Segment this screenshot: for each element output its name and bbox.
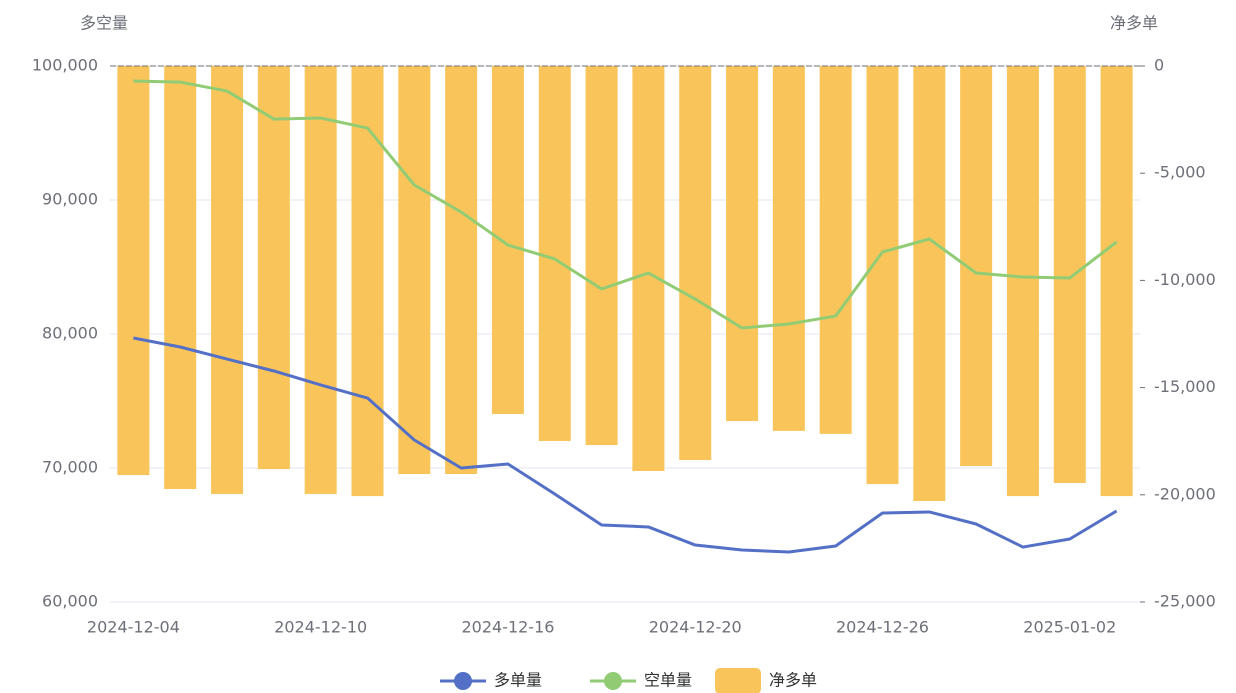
y-tick-label: 100,000 bbox=[32, 56, 98, 75]
y2-tick-label: -15,000 bbox=[1154, 377, 1216, 396]
y2-tick-label: -25,000 bbox=[1154, 592, 1216, 611]
y-tick-label: 80,000 bbox=[42, 324, 98, 343]
y-axis-title: 多空量 bbox=[80, 14, 128, 33]
y2-tick-label: 0 bbox=[1154, 56, 1164, 75]
x-tick-label: 2024-12-04 bbox=[87, 618, 180, 637]
bar bbox=[1006, 66, 1039, 497]
bar bbox=[117, 66, 150, 476]
bar bbox=[304, 66, 337, 494]
bar bbox=[913, 66, 946, 502]
bar bbox=[164, 66, 197, 490]
x-tick-label: 2024-12-26 bbox=[836, 618, 929, 637]
line bbox=[133, 79, 1118, 330]
y-tick-label: 70,000 bbox=[42, 458, 98, 477]
y2-tick-label: -20,000 bbox=[1154, 484, 1216, 503]
x-tick-label: 2024-12-20 bbox=[649, 618, 742, 637]
bar bbox=[351, 66, 384, 497]
bar bbox=[1100, 66, 1133, 497]
bar bbox=[211, 66, 244, 494]
legend-swatch bbox=[454, 672, 472, 690]
legend-label: 空单量 bbox=[644, 671, 692, 690]
legend-swatch bbox=[604, 672, 622, 690]
bar bbox=[1053, 66, 1086, 484]
bar bbox=[866, 66, 899, 485]
line bbox=[133, 336, 1118, 554]
y2-tick-label: -5,000 bbox=[1154, 163, 1206, 182]
bar bbox=[398, 66, 431, 475]
bar bbox=[772, 66, 805, 431]
bar bbox=[491, 66, 524, 414]
x-tick-label: 2025-01-02 bbox=[1023, 618, 1116, 637]
bar bbox=[538, 66, 571, 441]
y2-tick-label: -10,000 bbox=[1154, 270, 1216, 289]
legend-swatch bbox=[715, 668, 761, 693]
bar bbox=[819, 66, 852, 434]
bar bbox=[585, 66, 618, 446]
bar bbox=[257, 66, 290, 470]
bar bbox=[632, 66, 665, 472]
y-tick-label: 60,000 bbox=[42, 592, 98, 611]
x-tick-label: 2024-12-16 bbox=[461, 618, 554, 637]
x-tick-label: 2024-12-10 bbox=[274, 618, 367, 637]
bar bbox=[445, 66, 478, 475]
y2-axis-title: 净多单 bbox=[1110, 14, 1158, 33]
bar bbox=[726, 66, 759, 422]
y-tick-label: 90,000 bbox=[42, 190, 98, 209]
legend-label: 多单量 bbox=[494, 671, 542, 690]
bar bbox=[679, 66, 712, 461]
legend-label: 净多单 bbox=[769, 671, 817, 690]
